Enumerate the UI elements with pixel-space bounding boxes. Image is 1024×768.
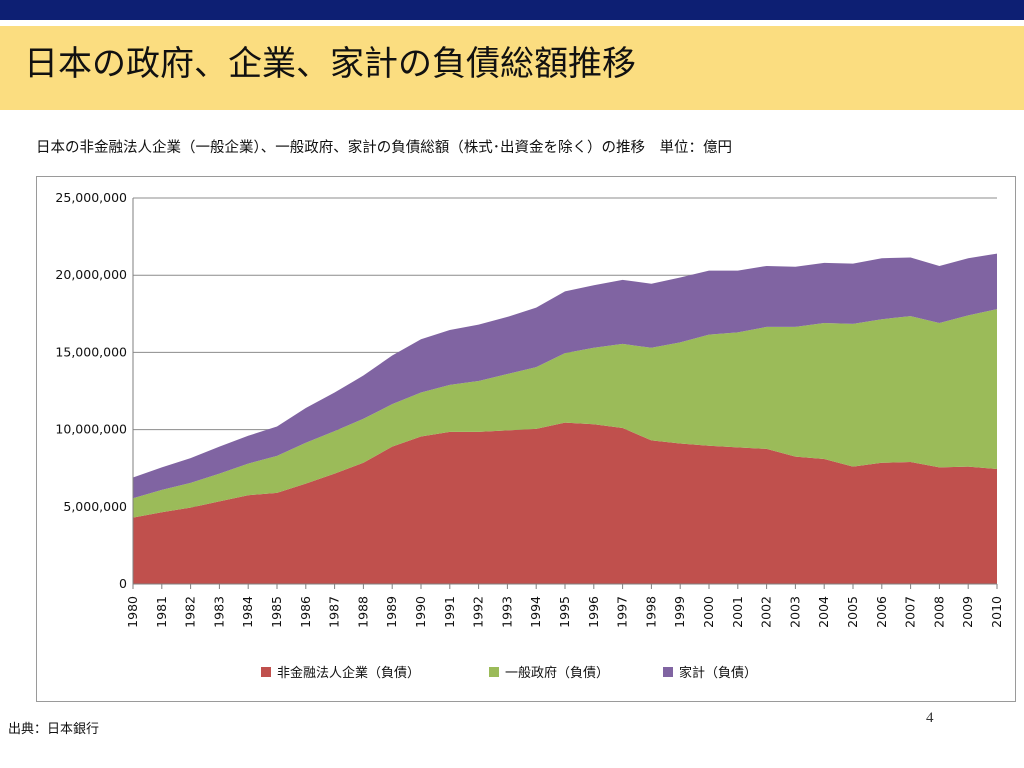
legend-swatch xyxy=(489,667,499,677)
legend-swatch xyxy=(663,667,673,677)
x-tick-label: 2000 xyxy=(701,596,716,628)
x-tick-label: 1987 xyxy=(327,596,342,628)
x-tick-label: 2004 xyxy=(816,596,831,628)
page-number: 4 xyxy=(926,710,934,726)
x-tick-label: 1982 xyxy=(183,596,198,628)
x-tick-label: 1989 xyxy=(384,596,399,628)
area-series-1 xyxy=(133,422,997,584)
x-tick-label: 2002 xyxy=(759,596,774,628)
x-tick-label: 1984 xyxy=(240,596,255,628)
x-tick-label: 1995 xyxy=(557,596,572,628)
x-tick-label: 1998 xyxy=(643,596,658,628)
x-tick-label: 1981 xyxy=(154,596,169,628)
top-accent-bar xyxy=(0,0,1024,20)
x-tick-label: 1997 xyxy=(615,596,630,628)
legend-label: 非金融法人企業（負債） xyxy=(277,665,420,681)
chart-subtitle: 日本の非金融法人企業（一般企業）、一般政府、家計の負債総額（株式･出資金を除く）… xyxy=(36,140,732,156)
y-tick-label: 5,000,000 xyxy=(63,499,127,514)
x-tick-label: 1980 xyxy=(125,596,140,628)
legend-label: 一般政府（負債） xyxy=(505,665,609,681)
y-tick-label: 15,000,000 xyxy=(55,344,127,359)
x-tick-label: 1993 xyxy=(499,596,514,628)
x-tick-label: 1983 xyxy=(211,596,226,628)
title-band xyxy=(0,26,1024,110)
slide-title: 日本の政府、企業、家計の負債総額推移 xyxy=(24,44,636,84)
legend-swatch xyxy=(261,667,271,677)
x-tick-label: 2003 xyxy=(787,596,802,628)
x-tick-label: 2008 xyxy=(931,596,946,628)
source-note: 出典：日本銀行 xyxy=(8,722,100,737)
x-tick-label: 2005 xyxy=(845,596,860,628)
stacked-area-chart: 0 5,000,000 10,000,000 15,000,000 20,000,000… xyxy=(55,190,1004,681)
y-tick-label: 20,000,000 xyxy=(55,267,127,282)
x-tick-label: 1990 xyxy=(413,596,428,628)
x-tick-label: 2010 xyxy=(989,596,1004,628)
y-tick-label: 25,000,000 xyxy=(55,190,127,205)
x-tick-label: 2007 xyxy=(903,596,918,628)
x-tick-label: 1991 xyxy=(442,596,457,628)
y-tick-label: 0 xyxy=(119,576,127,591)
x-tick-label: 1992 xyxy=(471,596,486,628)
y-tick-label: 10,000,000 xyxy=(55,422,127,437)
chart-frame: 0 5,000,000 10,000,000 15,000,000 20,000,000… xyxy=(36,176,1016,702)
top-divider xyxy=(0,20,1024,24)
x-tick-label: 1994 xyxy=(528,596,543,628)
x-tick-label: 1996 xyxy=(586,596,601,628)
x-tick-label: 1999 xyxy=(672,596,687,628)
x-tick-label: 1985 xyxy=(269,596,284,628)
x-tick-label: 2001 xyxy=(730,596,745,628)
area-series-2 xyxy=(133,309,997,518)
area-series-3 xyxy=(133,253,997,499)
x-tick-label: 1986 xyxy=(298,596,313,628)
x-tick-label: 2006 xyxy=(874,596,889,628)
legend-label: 家計（負債） xyxy=(679,665,757,681)
x-tick-label: 2009 xyxy=(960,596,975,628)
x-tick-label: 1988 xyxy=(355,596,370,628)
